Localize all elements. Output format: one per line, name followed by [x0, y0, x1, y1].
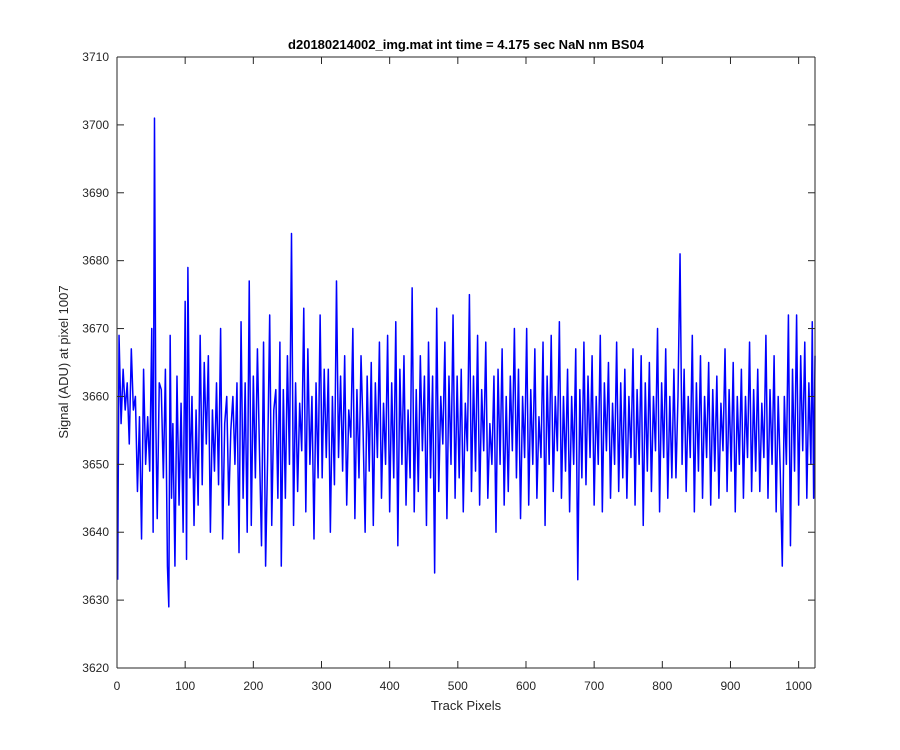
y-axis-label: Signal (ADU) at pixel 1007	[56, 285, 71, 438]
series-line-1	[116, 117, 816, 608]
x-tick-label: 0	[114, 679, 121, 693]
y-tick-label: 3620	[82, 661, 109, 675]
x-tick-label: 500	[448, 679, 468, 693]
x-tick-label: 800	[652, 679, 672, 693]
y-tick-label: 3640	[82, 525, 109, 539]
y-axis-ticks: 3620 3630 3640 3650 3660 3670 3680 3690 3700 3710	[82, 50, 815, 675]
y-tick-label: 3700	[82, 118, 109, 132]
x-axis-label: Track Pixels	[431, 698, 502, 713]
plot-area	[117, 57, 815, 668]
x-tick-label: 100	[175, 679, 195, 693]
axes-frame	[116, 56, 816, 669]
x-axis-ticks: 0 100 200 300 400 500 600 700 800 900 1000	[114, 57, 812, 693]
series-layer	[116, 117, 816, 608]
x-tick-label: 700	[584, 679, 604, 693]
y-tick-label: 3650	[82, 457, 109, 471]
y-tick-label: 3660	[82, 389, 109, 403]
y-tick-label: 3630	[82, 593, 109, 607]
y-tick-label: 3710	[82, 50, 109, 64]
y-tick-label: 3680	[82, 254, 109, 268]
x-tick-label: 600	[516, 679, 536, 693]
x-tick-label: 400	[380, 679, 400, 693]
y-tick-label: 3690	[82, 186, 109, 200]
x-tick-label: 900	[720, 679, 740, 693]
x-tick-label: 300	[311, 679, 331, 693]
y-tick-label: 3670	[82, 322, 109, 336]
x-tick-label: 1000	[785, 679, 812, 693]
chart-title: d20180214002_img.mat int time = 4.175 se…	[288, 37, 645, 52]
x-tick-label: 200	[243, 679, 263, 693]
